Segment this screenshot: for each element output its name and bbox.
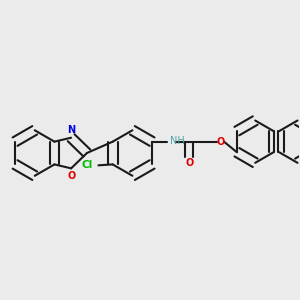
Text: NH: NH (170, 136, 184, 146)
Text: N: N (67, 125, 75, 135)
Text: O: O (67, 171, 75, 181)
Text: Cl: Cl (82, 160, 93, 170)
Text: O: O (185, 158, 194, 169)
Text: O: O (217, 137, 225, 147)
